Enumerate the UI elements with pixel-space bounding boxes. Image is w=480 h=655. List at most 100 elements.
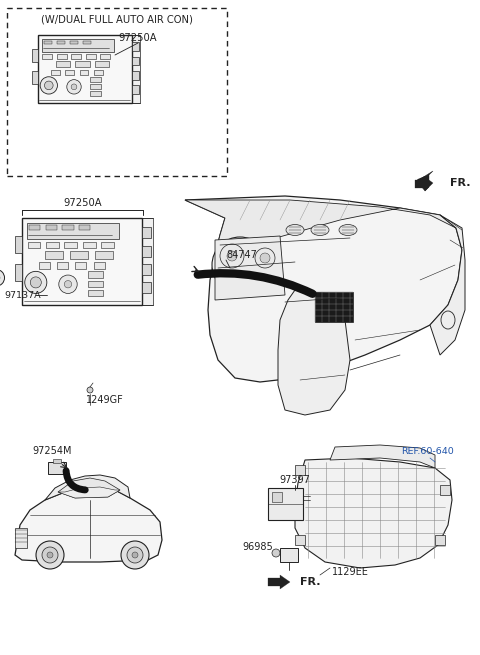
Text: 97254M: 97254M — [32, 446, 72, 456]
Bar — [32, 49, 38, 62]
Bar — [132, 56, 139, 66]
Polygon shape — [45, 475, 130, 500]
Bar — [15, 528, 27, 548]
Bar — [132, 71, 139, 80]
Bar — [295, 465, 305, 475]
Circle shape — [260, 253, 270, 263]
Bar — [38, 262, 49, 269]
Polygon shape — [58, 478, 120, 498]
Bar — [14, 264, 22, 280]
Text: 1129EE: 1129EE — [332, 567, 369, 577]
Bar — [95, 61, 109, 67]
FancyArrowPatch shape — [66, 471, 85, 490]
Bar — [142, 227, 151, 238]
Bar — [14, 236, 22, 253]
Polygon shape — [295, 458, 452, 568]
Text: 97250A: 97250A — [119, 33, 157, 43]
Ellipse shape — [339, 225, 357, 236]
Circle shape — [227, 251, 237, 261]
Circle shape — [67, 80, 81, 94]
Circle shape — [255, 248, 275, 268]
Polygon shape — [430, 215, 465, 355]
Text: 97250A: 97250A — [64, 198, 102, 208]
Circle shape — [127, 547, 143, 563]
Text: 1249GF: 1249GF — [86, 395, 124, 405]
Bar — [90, 91, 101, 96]
Bar — [85, 54, 96, 59]
Bar — [42, 39, 114, 52]
Bar — [83, 242, 96, 248]
Text: FR.: FR. — [300, 577, 320, 587]
Bar — [45, 251, 63, 259]
Bar — [57, 41, 65, 45]
Bar — [268, 488, 303, 520]
Circle shape — [42, 547, 58, 563]
Bar — [132, 85, 139, 94]
Bar — [62, 225, 73, 230]
Bar — [132, 42, 139, 51]
Bar — [142, 282, 151, 293]
Bar — [26, 223, 119, 239]
Circle shape — [272, 549, 280, 557]
Circle shape — [64, 280, 72, 288]
Bar — [295, 535, 305, 545]
Text: 96985: 96985 — [242, 542, 274, 552]
Bar — [90, 77, 101, 82]
Polygon shape — [22, 218, 142, 305]
Circle shape — [45, 81, 53, 90]
Text: 97137A: 97137A — [4, 291, 41, 299]
Bar — [100, 54, 110, 59]
Bar — [79, 225, 90, 230]
Polygon shape — [268, 575, 290, 589]
Circle shape — [36, 541, 64, 569]
Bar — [29, 225, 40, 230]
Ellipse shape — [286, 225, 304, 236]
Bar — [272, 492, 282, 502]
Bar — [46, 225, 57, 230]
Polygon shape — [33, 218, 153, 305]
Circle shape — [212, 237, 268, 293]
Bar — [56, 61, 71, 67]
Circle shape — [40, 77, 58, 94]
Bar — [75, 61, 90, 67]
Text: (W/DUAL FULL AUTO AIR CON): (W/DUAL FULL AUTO AIR CON) — [41, 14, 193, 24]
Bar — [48, 462, 66, 474]
Circle shape — [25, 271, 47, 293]
Bar — [440, 485, 450, 495]
Bar — [70, 251, 88, 259]
Circle shape — [59, 275, 77, 293]
Bar — [7, 8, 227, 176]
Polygon shape — [185, 196, 462, 382]
Polygon shape — [278, 290, 350, 415]
Bar — [90, 84, 101, 89]
Polygon shape — [47, 35, 140, 103]
Bar — [75, 262, 86, 269]
Bar — [53, 459, 61, 463]
Bar — [57, 262, 68, 269]
Circle shape — [132, 552, 138, 558]
Circle shape — [47, 552, 53, 558]
Circle shape — [30, 277, 41, 288]
Polygon shape — [417, 171, 433, 191]
FancyArrowPatch shape — [198, 273, 312, 294]
Bar — [94, 262, 105, 269]
Bar — [51, 69, 60, 75]
Bar — [315, 292, 353, 322]
Bar — [435, 535, 445, 545]
Circle shape — [71, 84, 77, 90]
Bar — [94, 69, 103, 75]
Bar — [101, 242, 114, 248]
Polygon shape — [185, 200, 456, 255]
Bar — [88, 280, 103, 287]
Bar — [64, 242, 77, 248]
Bar — [88, 271, 103, 278]
Bar — [142, 246, 151, 257]
Bar — [83, 41, 91, 45]
Circle shape — [121, 541, 149, 569]
Ellipse shape — [311, 225, 329, 236]
Text: REF.60-640: REF.60-640 — [401, 447, 454, 457]
Bar — [27, 242, 40, 248]
Bar — [95, 251, 113, 259]
Polygon shape — [415, 177, 433, 191]
Polygon shape — [215, 236, 285, 300]
